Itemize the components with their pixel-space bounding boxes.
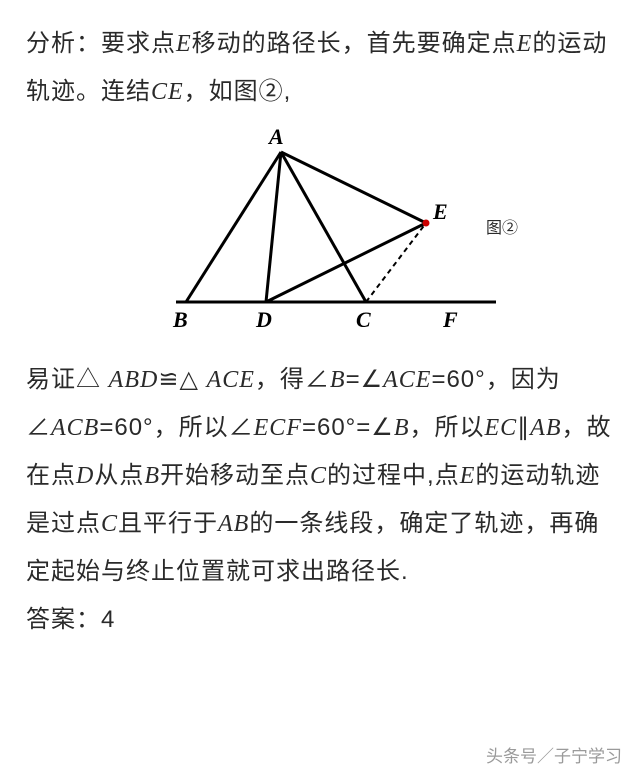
tri-symbol: △	[179, 366, 198, 393]
var-E: E	[517, 31, 533, 57]
angle-symbol: ∠	[371, 414, 394, 441]
document-page: 分析：要求点E移动的路径长，首先要确定点E的运动轨迹。连结CE，如图②, A B…	[0, 0, 640, 773]
footer-credit: 头条号／子宁学习	[486, 742, 622, 767]
angle-symbol: ∠	[305, 366, 330, 393]
var-AB: AB	[530, 415, 561, 441]
text: 易证	[26, 366, 76, 393]
var-ABD: ABD	[109, 367, 159, 393]
angle-symbol: ∠	[26, 414, 51, 441]
cong-symbol: ≌	[158, 366, 179, 393]
var-D: D	[76, 463, 94, 489]
var-B: B	[330, 367, 346, 393]
text: =60°，所以	[99, 414, 228, 441]
point-E-dot	[423, 220, 430, 227]
figure-svg: A B D C F E	[26, 122, 614, 352]
figure-caption: 图②	[486, 214, 518, 238]
text: 移动的路径长，首先要确定点	[192, 30, 517, 57]
text: =60°=	[302, 414, 371, 441]
var-CE: CE	[151, 79, 184, 105]
angle-symbol: ∠	[229, 414, 254, 441]
edge-CE-dashed	[366, 223, 426, 302]
deg60: =60°	[431, 366, 485, 393]
edge-AC	[281, 152, 366, 302]
text: 的过程中,点	[327, 462, 460, 489]
angle-symbol: ∠	[361, 366, 384, 393]
label-C: C	[356, 307, 371, 332]
text: 分析：要求点	[26, 30, 176, 57]
var-EC: EC	[484, 415, 517, 441]
var-C: C	[101, 511, 118, 537]
answer-label: 答案：	[26, 606, 101, 633]
tri-symbol: △	[76, 366, 101, 393]
var-B: B	[144, 463, 160, 489]
text: 从点	[94, 462, 144, 489]
var-ACE: ACE	[383, 367, 431, 393]
edge-DE	[266, 223, 426, 302]
var-AB: AB	[218, 511, 249, 537]
var-E: E	[460, 463, 476, 489]
text: ，如图②,	[184, 78, 292, 105]
label-E: E	[432, 199, 448, 224]
label-A: A	[267, 124, 284, 149]
text: 且平行于	[118, 510, 218, 537]
label-F: F	[442, 307, 458, 332]
var-ACE: ACE	[207, 367, 255, 393]
text: ，得	[255, 366, 305, 393]
proof-paragraph: 易证△ ABD≌△ ACE，得∠B=∠ACE=60°，因为∠ACB=60°，所以…	[26, 356, 614, 596]
parallel-symbol: ∥	[517, 414, 530, 441]
var-ECF: ECF	[254, 415, 302, 441]
text: 开始移动至点	[160, 462, 310, 489]
answer-line: 答案：4	[26, 596, 614, 644]
geometry-figure: A B D C F E 图②	[26, 122, 614, 352]
var-ACB: ACB	[51, 415, 99, 441]
label-B: B	[172, 307, 188, 332]
var-E: E	[176, 31, 192, 57]
answer-value: 4	[101, 606, 115, 633]
analysis-intro: 分析：要求点E移动的路径长，首先要确定点E的运动轨迹。连结CE，如图②,	[26, 20, 614, 116]
label-D: D	[255, 307, 272, 332]
var-B: B	[394, 415, 410, 441]
text: ，所以	[409, 414, 484, 441]
eq: =	[346, 366, 361, 393]
var-C: C	[310, 463, 327, 489]
text: ，因为	[486, 366, 561, 393]
